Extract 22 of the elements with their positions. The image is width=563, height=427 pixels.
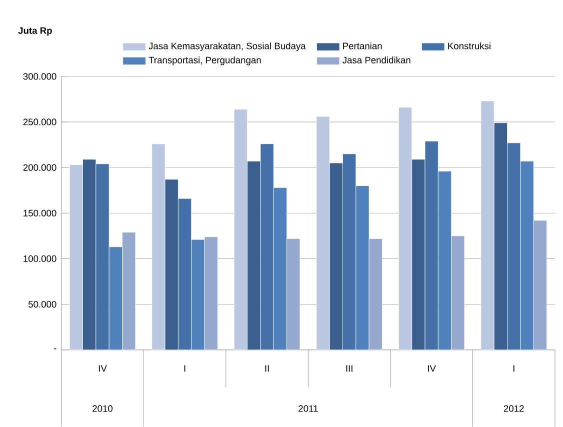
y-tick-label: 100.000 — [24, 255, 56, 262]
legend-label: Jasa Pendidikan — [342, 56, 410, 64]
text: 2011 — [298, 405, 318, 412]
y-tick-label: 300.000 — [23, 73, 56, 80]
y-tick-label: 150.000 — [24, 210, 56, 216]
text: 2012 — [504, 405, 524, 412]
x-tick-label: IV — [428, 365, 436, 372]
y-tick-label: 200.000 — [23, 164, 56, 171]
y-tick-label: 50.000 — [28, 301, 56, 308]
legend-label: Jasa Kemasyarakatan, Sosial Budaya — [148, 42, 306, 52]
x-tick-label: IV — [98, 365, 107, 372]
legend-label: Konstruksi — [448, 42, 490, 50]
x-tick-label: I — [184, 365, 186, 372]
x-tick-label: I — [513, 365, 514, 372]
legend-label: Transportasi, Pergudangan — [148, 56, 261, 66]
x-tick-label: III — [346, 365, 352, 372]
x-tick-label: II — [265, 365, 269, 372]
y-tick-label: - — [54, 348, 56, 350]
y-axis-title: Juta Rp — [18, 27, 52, 36]
legend-label: Pertanian — [343, 42, 382, 50]
text: 2010 — [92, 405, 113, 412]
y-tick-label: 250.000 — [23, 118, 56, 126]
